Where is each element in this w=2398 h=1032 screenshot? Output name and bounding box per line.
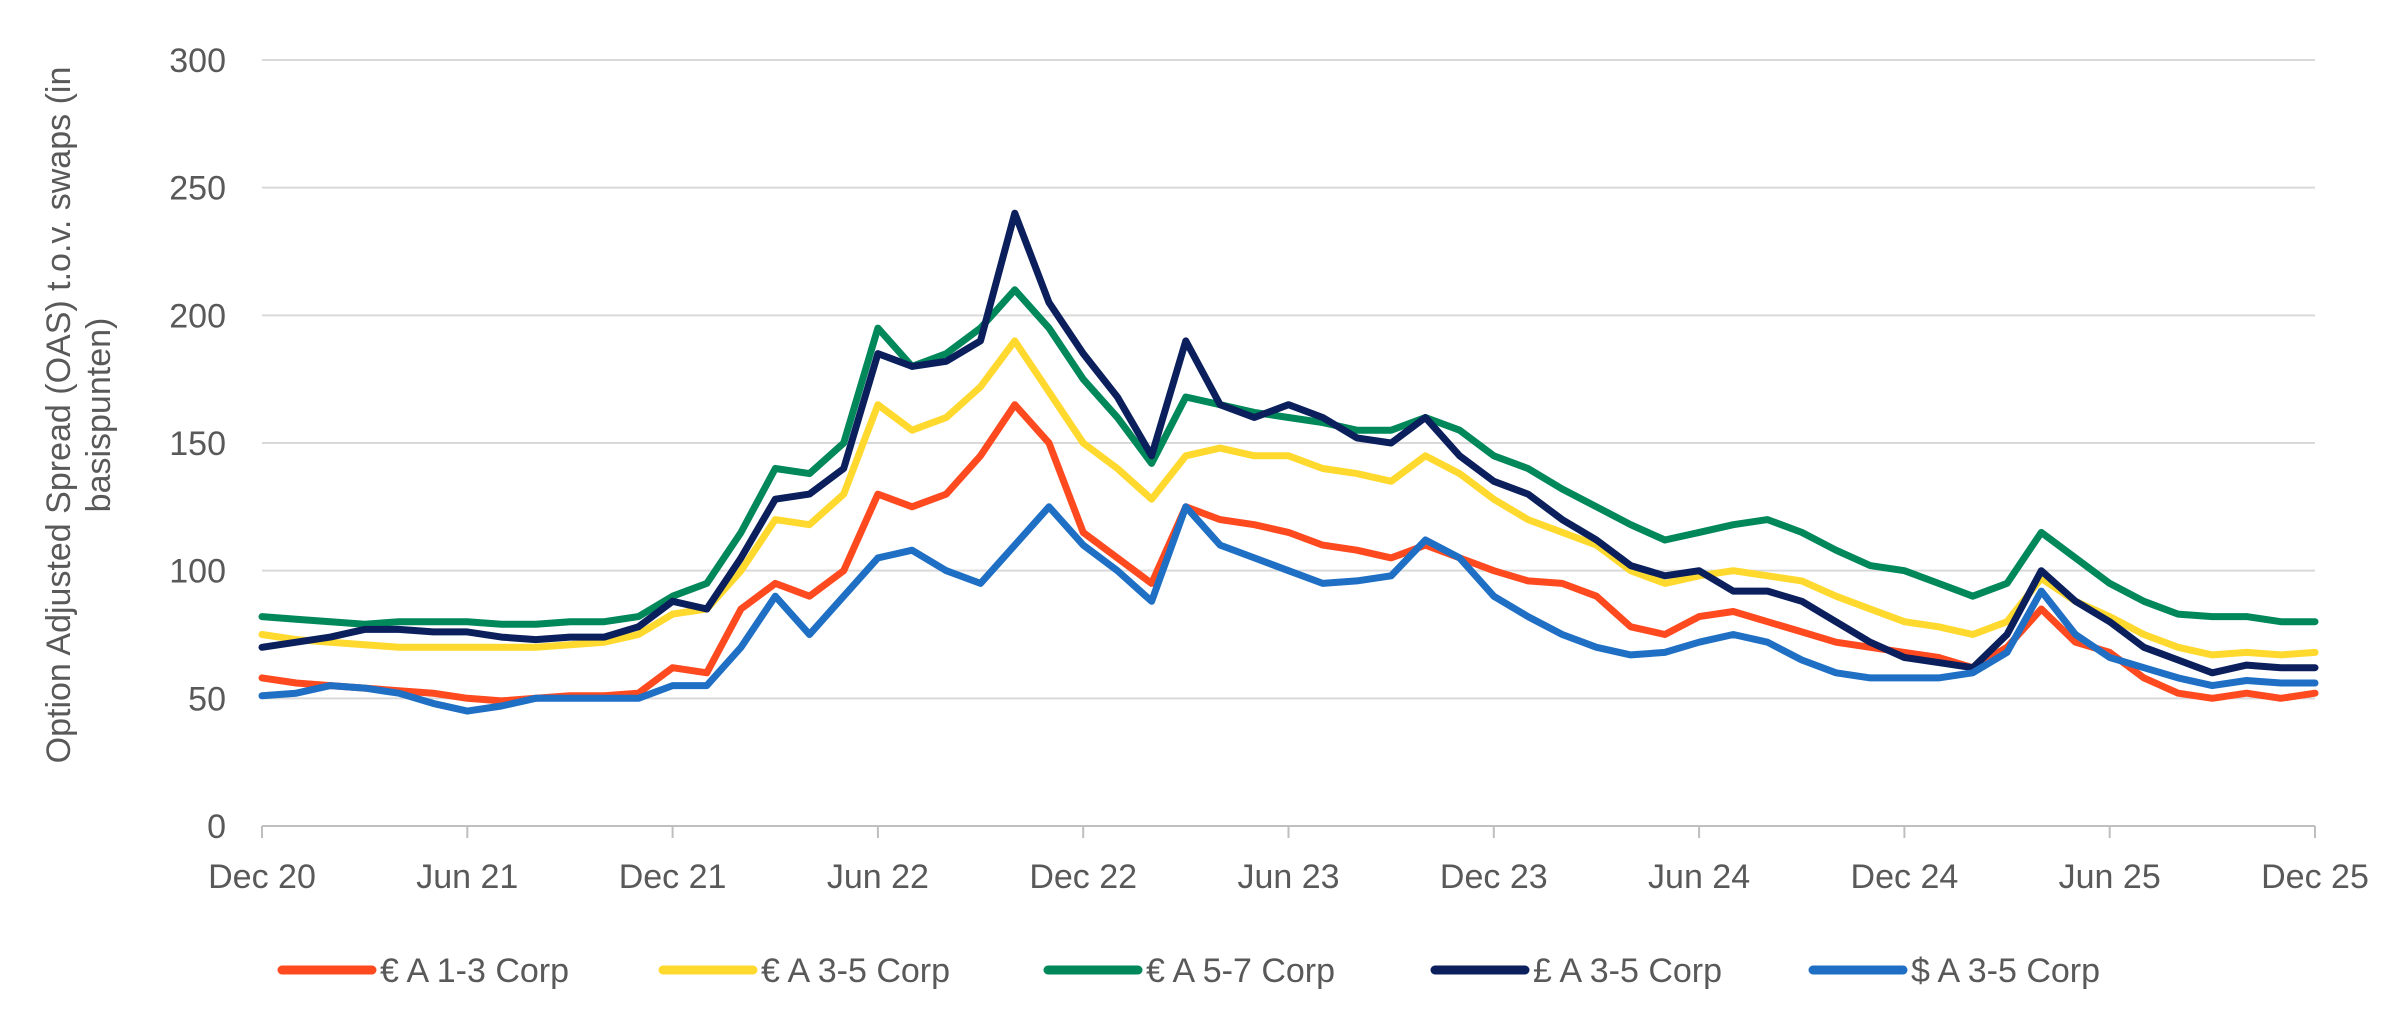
- y-tick-label-100: 100: [169, 553, 226, 591]
- y-tick-label-250: 250: [169, 170, 226, 208]
- y-axis-label: Option Adjusted Spread (OAS) t.o.v. swap…: [40, 67, 118, 764]
- series-line-1: [258, 401, 2319, 705]
- legend-label-3: € A 5-7 Corp: [1146, 952, 1335, 990]
- y-axis-label-line-1: Option Adjusted Spread (OAS) t.o.v. swap…: [40, 67, 78, 764]
- x-tick-label-jun-21: Jun 21: [416, 858, 518, 896]
- x-tick-label-dec-20: Dec 20: [208, 858, 316, 896]
- y-tick-label-200: 200: [169, 297, 226, 335]
- series-line-2: [258, 337, 2319, 659]
- x-tick-label-jun-25: Jun 25: [2059, 858, 2161, 896]
- legend-label-2: € A 3-5 Corp: [761, 952, 950, 990]
- x-tick-label-dec-23: Dec 23: [1440, 858, 1548, 896]
- y-tick-label-300: 300: [169, 42, 226, 80]
- legend-label-4: £ A 3-5 Corp: [1533, 952, 1722, 990]
- x-tick-label-dec-25: Dec 25: [2261, 858, 2369, 896]
- legend: € A 1-3 Corp € A 3-5 Corp € A 5-7 Corp £ A …: [277, 952, 2100, 990]
- x-tick-label-jun-23: Jun 23: [1237, 858, 1339, 896]
- series-line-4: [258, 209, 2319, 677]
- legend-label-1: € A 1-3 Corp: [380, 952, 569, 990]
- x-tick-label-jun-22: Jun 22: [827, 858, 929, 896]
- y-tick-label-150: 150: [169, 425, 226, 463]
- y-axis-ticks: 0 50 100 150 200 250 300: [169, 42, 226, 846]
- y-axis-label-line-2: basispunten): [80, 318, 118, 513]
- series-lines: [258, 209, 2319, 715]
- x-tick-label-dec-21: Dec 21: [619, 858, 727, 896]
- y-tick-label-50: 50: [188, 680, 226, 718]
- legend-label-5: $ A 3-5 Corp: [1911, 952, 2100, 990]
- x-tick-label-dec-22: Dec 22: [1029, 858, 1137, 896]
- x-axis: Dec 20 Jun 21 Dec 21 Jun 22 Dec 22 Jun 23 Dec …: [208, 825, 2369, 896]
- gridlines: [262, 59, 2315, 700]
- y-tick-label-0: 0: [207, 808, 226, 846]
- series-line-5: [258, 503, 2319, 715]
- x-tick-label-dec-24: Dec 24: [1851, 858, 1959, 896]
- x-tick-label-jun-24: Jun 24: [1648, 858, 1750, 896]
- series-line-3: [258, 286, 2319, 628]
